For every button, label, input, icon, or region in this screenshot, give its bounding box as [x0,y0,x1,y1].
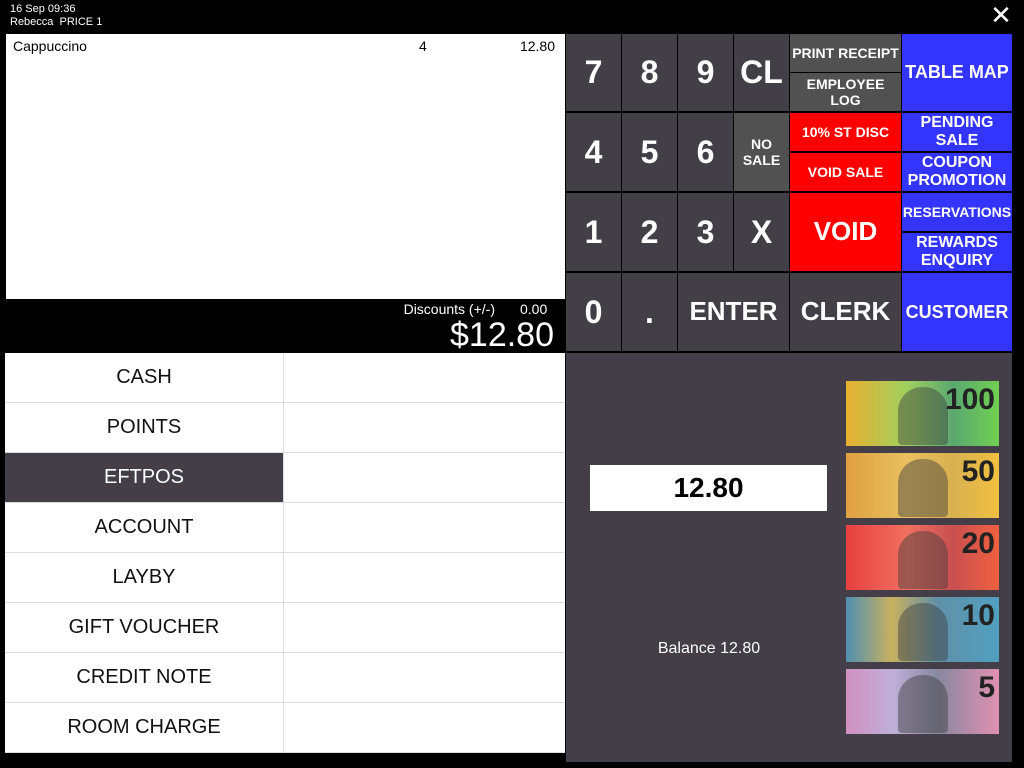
banknote-50[interactable]: 50 [846,453,999,518]
key-3[interactable]: 3 [678,193,733,271]
employee-log-button[interactable]: EMPLOYEE LOG [790,73,901,111]
payment-gift-voucher[interactable]: GIFT VOUCHER [5,603,284,652]
print-receipt-button[interactable]: PRINT RECEIPT [790,34,901,72]
key-7[interactable]: 7 [566,34,621,111]
portrait-image [898,459,948,517]
clear-button[interactable]: CL [734,34,789,111]
status-header: 16 Sep 09:36 Rebecca PRICE 1 [10,3,102,29]
void-button[interactable]: VOID [790,193,901,271]
void-sale-button[interactable]: VOID SALE [790,153,901,191]
payment-eftpos[interactable]: EFTPOS [5,453,284,502]
banknote-20[interactable]: 20 [846,525,999,590]
staff-discount-button[interactable]: 10% ST DISC [790,113,901,151]
payment-methods: CASH POINTS EFTPOS ACCOUNT LAYBY GIFT VO… [5,353,565,753]
item-amount: 12.80 [519,38,555,54]
order-line[interactable]: Cappuccino 4 12.80 [13,38,555,54]
key-4[interactable]: 4 [566,113,621,191]
banknote-5[interactable]: 5 [846,669,999,734]
payment-points[interactable]: POINTS [5,403,284,452]
table-map-button[interactable]: TABLE MAP [902,34,1012,111]
key-8[interactable]: 8 [622,34,677,111]
tender-amount-input[interactable]: 12.80 [590,465,827,511]
banknote-10[interactable]: 10 [846,597,999,662]
key-2[interactable]: 2 [622,193,677,271]
payment-room-charge[interactable]: ROOM CHARGE [5,703,284,752]
coupon-promotion-button[interactable]: COUPON PROMOTION [902,153,1012,191]
portrait-image [898,531,948,589]
banknote-100[interactable]: 100 [846,381,999,446]
portrait-image [898,675,948,733]
portrait-image [898,603,948,661]
item-name: Cappuccino [13,38,87,54]
order-list[interactable]: Cappuccino 4 12.80 [6,34,565,299]
order-total: $12.80 [450,316,554,354]
multiply-button[interactable]: X [734,193,789,271]
reservations-button[interactable]: RESERVATIONS [902,193,1012,231]
balance-label: Balance 12.80 [657,640,761,657]
portrait-image [898,387,948,445]
payment-cash[interactable]: CASH [5,353,284,402]
key-9[interactable]: 9 [678,34,733,111]
key-0[interactable]: 0 [566,273,621,351]
payment-account[interactable]: ACCOUNT [5,503,284,552]
close-icon[interactable]: ✕ [990,0,1012,30]
customer-button[interactable]: CUSTOMER [902,273,1012,351]
item-qty: 4 [419,38,427,54]
key-5[interactable]: 5 [622,113,677,191]
key-6[interactable]: 6 [678,113,733,191]
no-sale-button[interactable]: NO SALE [734,113,789,191]
enter-button[interactable]: ENTER [678,273,789,351]
key-decimal[interactable]: . [622,273,677,351]
clerk-button[interactable]: CLERK [790,273,901,351]
datetime: 16 Sep 09:36 [10,3,76,15]
pending-sale-button[interactable]: PENDING SALE [902,113,1012,151]
payment-layby[interactable]: LAYBY [5,553,284,602]
discounts-value: 0.00 [520,301,548,317]
discounts-label: Discounts (+/-) [403,301,495,317]
key-1[interactable]: 1 [566,193,621,271]
rewards-enquiry-button[interactable]: REWARDS ENQUIRY [902,233,1012,271]
tender-panel: 12.80 Balance 12.80 100 50 20 10 5 [566,353,1012,762]
user-price-level: Rebecca PRICE 1 [10,16,103,28]
payment-credit-note[interactable]: CREDIT NOTE [5,653,284,702]
